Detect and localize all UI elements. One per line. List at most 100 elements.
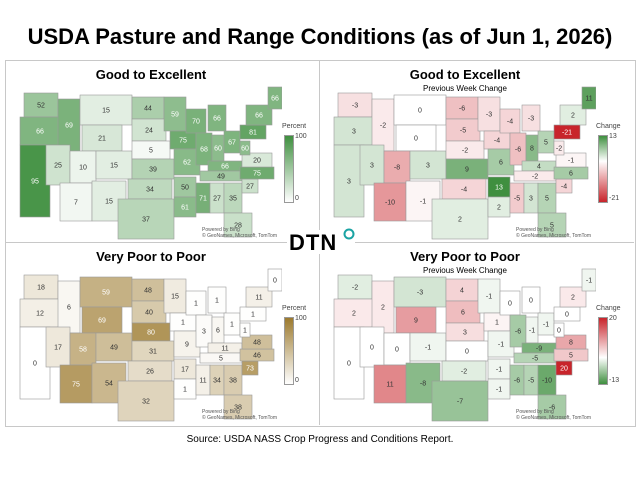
state-mo[interactable] (173, 330, 201, 358)
value-label-sc: -4 (561, 184, 567, 191)
state-va[interactable] (241, 152, 273, 168)
state-ny[interactable] (245, 286, 273, 308)
legend-min: -21 (609, 195, 620, 202)
logo-text: DTN (289, 230, 338, 255)
state-ca[interactable] (19, 326, 51, 400)
state-mo[interactable] (487, 148, 515, 176)
state-mo[interactable] (173, 148, 201, 176)
value-label-or: 12 (36, 311, 44, 318)
value-label-tx: 2 (458, 217, 462, 224)
value-label-fl: 28 (234, 223, 242, 230)
panel-title: Good to Excellent (409, 67, 521, 82)
state-az[interactable] (59, 182, 93, 222)
value-label-co: 3 (426, 163, 430, 170)
value-label-tx: 32 (142, 399, 150, 406)
value-label-sd: 24 (145, 128, 153, 135)
state-nv[interactable] (359, 144, 385, 186)
state-co[interactable] (95, 150, 133, 180)
state-tx[interactable] (431, 198, 489, 240)
state-mi[interactable] (207, 286, 227, 314)
state-tx[interactable] (117, 198, 175, 240)
state-ut[interactable] (69, 150, 97, 184)
state-co[interactable] (409, 150, 447, 180)
state-va[interactable] (555, 152, 587, 168)
dtn-logo: DTN (287, 228, 355, 255)
state-ny[interactable] (245, 104, 273, 126)
state-mt[interactable] (79, 276, 133, 308)
state-mt[interactable] (79, 94, 133, 126)
state-mt[interactable] (393, 94, 447, 126)
value-label-tx: 37 (142, 217, 150, 224)
state-wv[interactable] (553, 140, 565, 156)
state-ut[interactable] (383, 150, 411, 184)
value-label-ky: -9 (536, 346, 542, 353)
value-label-wv: 1 (243, 328, 247, 335)
value-label-nc: 6 (569, 171, 573, 178)
value-label-me: 11 (585, 96, 592, 103)
state-fl[interactable] (537, 212, 567, 238)
state-tx[interactable] (431, 380, 489, 422)
us-map-very-poor-to-poor-change[interactable]: -22020-39011-1-84630-2-7-11-1-1-10-60-1-… (326, 267, 596, 423)
state-mt[interactable] (393, 276, 447, 308)
panel-good-to-excellent-change: Good to Excellent Previous Week Change -… (320, 61, 634, 243)
value-label-nm: -8 (420, 381, 426, 388)
state-ny[interactable] (559, 286, 587, 308)
state-wv[interactable] (553, 322, 565, 338)
value-label-ne: 3 (463, 330, 467, 337)
state-ny[interactable] (559, 104, 587, 126)
value-label-or: 2 (352, 311, 356, 318)
value-label-ar: 17 (181, 367, 189, 374)
state-va[interactable] (555, 334, 587, 350)
state-ut[interactable] (383, 332, 411, 366)
state-mi[interactable] (521, 286, 541, 314)
state-fl[interactable] (223, 394, 253, 420)
state-tx[interactable] (117, 380, 175, 422)
state-ca[interactable] (19, 144, 51, 218)
state-fl[interactable] (223, 212, 253, 238)
state-az[interactable] (59, 364, 93, 404)
value-label-nm: 54 (105, 381, 113, 388)
state-mi[interactable] (521, 104, 541, 132)
us-map-good-to-excellent[interactable]: 52 66 95 69 25 15 21 10 7 15 15 44 24 5 39 34 37 59 75 62 50… (12, 85, 282, 241)
state-wa[interactable] (23, 92, 59, 118)
value-label-ok: -4 (461, 187, 467, 194)
value-label-nd: 4 (460, 288, 464, 295)
value-label-ks: 31 (149, 349, 157, 356)
state-wv[interactable] (239, 140, 251, 156)
us-map-good-to-excellent-change[interactable]: -333-2300-8-103-1-6-5-29-42-3-46132-4-6-… (326, 85, 596, 241)
state-or[interactable] (19, 298, 61, 328)
state-va[interactable] (241, 334, 273, 350)
state-wy[interactable] (81, 306, 123, 334)
us-map-very-poor-to-poor[interactable]: 1812061759695875495448408031263215191711… (12, 267, 282, 423)
state-nv[interactable] (45, 326, 71, 368)
state-fl[interactable] (537, 394, 567, 420)
state-or[interactable] (333, 298, 375, 328)
state-mi[interactable] (207, 104, 227, 132)
page-title: USDA Pasture and Range Conditions (as of… (27, 24, 613, 49)
value-label-il: -6 (515, 329, 521, 336)
state-ca[interactable] (333, 326, 365, 400)
value-label-sc: 27 (246, 184, 254, 191)
credit-line-1: Powered by Bing (202, 227, 240, 233)
state-me[interactable] (581, 268, 596, 292)
state-ca[interactable] (333, 144, 365, 218)
state-me[interactable] (581, 86, 596, 110)
state-co[interactable] (95, 332, 133, 362)
value-label-pa: -21 (562, 130, 572, 137)
value-label-nc: 75 (253, 171, 261, 178)
state-wy[interactable] (81, 124, 123, 152)
state-az[interactable] (373, 364, 407, 404)
map-credit: Powered by Bing © GeoNames, Microsoft, T… (202, 409, 302, 421)
state-me[interactable] (267, 268, 282, 292)
value-label-ks: 39 (149, 167, 157, 174)
value-label-sd: 6 (461, 310, 465, 317)
value-label-in: 60 (214, 146, 222, 153)
state-mo[interactable] (487, 330, 515, 358)
state-co[interactable] (409, 332, 447, 362)
state-wv[interactable] (239, 322, 251, 338)
state-me[interactable] (267, 86, 282, 110)
state-nv[interactable] (359, 326, 385, 368)
value-label-wv: 60 (241, 146, 249, 153)
value-label-wi: 70 (192, 119, 200, 126)
credit-line-1: Powered by Bing (516, 227, 554, 233)
